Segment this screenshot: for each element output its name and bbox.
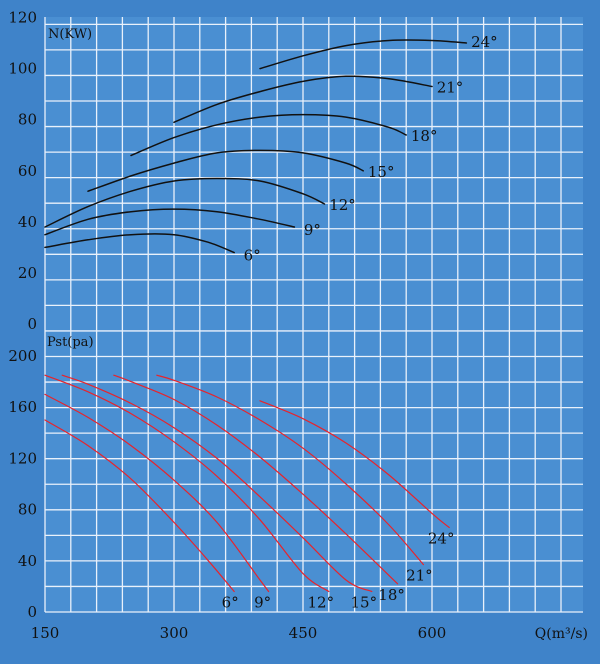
- series-line-15deg: [87, 149, 364, 192]
- series-label: 9°: [254, 594, 271, 612]
- series-label: 6°: [244, 247, 261, 265]
- y-axis-title-power: N(KW): [48, 27, 92, 42]
- series-label: 21°: [406, 567, 433, 585]
- series-label: 15°: [368, 163, 395, 181]
- series-line-12deg: [44, 374, 330, 593]
- y-tick-label: 0: [27, 603, 37, 621]
- y-tick-label: 0: [27, 315, 37, 333]
- series-line-24deg: [259, 400, 450, 529]
- series-label: 18°: [378, 586, 405, 604]
- x-axis-title: Q(m³/s): [535, 626, 588, 642]
- x-tick-label: 450: [289, 624, 318, 642]
- y-tick-label: 40: [18, 552, 37, 570]
- series-line-6deg: [44, 233, 235, 254]
- series-line-12deg: [44, 177, 326, 228]
- y-tick-label: 80: [18, 501, 37, 519]
- y-tick-label: 120: [8, 9, 37, 27]
- series-line-15deg: [61, 374, 373, 593]
- series-label: 12°: [308, 594, 335, 612]
- y-axis-title-pressure: Pst(pa): [47, 335, 94, 350]
- series-label: 18°: [411, 127, 438, 145]
- plot-area: [45, 17, 583, 612]
- series-line-9deg: [44, 208, 296, 236]
- series-line-18deg: [130, 113, 407, 157]
- y-tick-label: 120: [8, 449, 37, 467]
- series-line-21deg: [173, 75, 433, 124]
- series-label: 12°: [329, 196, 356, 214]
- series-label: 6°: [222, 594, 239, 612]
- y-tick-label: 100: [8, 60, 37, 78]
- series-line-6deg: [44, 419, 235, 593]
- x-tick-label: 150: [31, 624, 60, 642]
- series-label: 21°: [437, 78, 464, 96]
- y-tick-label: 60: [18, 162, 37, 180]
- series-label: 24°: [471, 33, 498, 51]
- y-tick-label: 200: [8, 347, 37, 365]
- series-label: 24°: [428, 530, 455, 548]
- series-line-9deg: [44, 393, 270, 593]
- series-label: 9°: [304, 221, 321, 239]
- y-tick-label: 40: [18, 213, 37, 231]
- y-tick-label: 20: [18, 264, 37, 282]
- series-label: 15°: [351, 594, 378, 612]
- y-tick-label: 80: [18, 111, 37, 129]
- x-tick-label: 300: [160, 624, 189, 642]
- x-tick-label: 600: [418, 624, 447, 642]
- series-line-18deg: [113, 374, 399, 585]
- y-tick-label: 160: [8, 398, 37, 416]
- series-line-24deg: [259, 39, 468, 70]
- series-line-21deg: [156, 374, 424, 566]
